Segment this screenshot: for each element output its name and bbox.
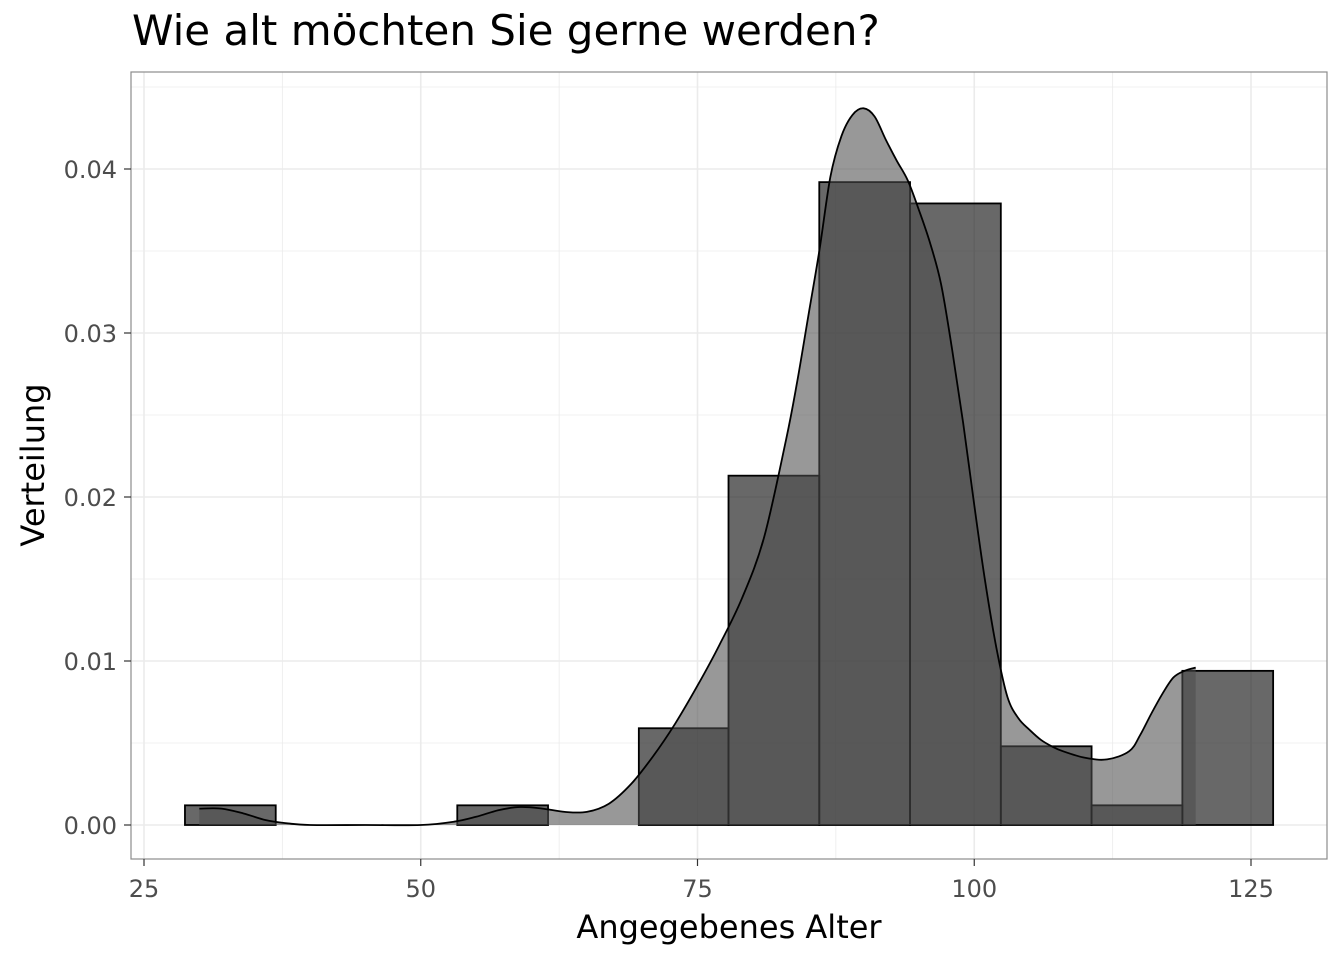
x-tick-label: 75 [682, 875, 713, 903]
plot-panel-border [130, 71, 1328, 860]
x-axis-title: Angegebenes Alter [576, 908, 882, 946]
x-tick-label: 50 [405, 875, 436, 903]
y-tick-label: 0.01 [64, 648, 117, 676]
y-tick-label: 0.02 [64, 484, 117, 512]
grid-lines [131, 72, 1327, 859]
x-tick-label: 25 [129, 875, 160, 903]
y-tick-label: 0.04 [64, 156, 117, 184]
y-axis-title: Verteilung [14, 383, 52, 546]
chart-title: Wie alt möchten Sie gerne werden? [132, 6, 880, 55]
density-layer [199, 107, 1196, 827]
density-curve [199, 107, 1196, 827]
axis-ticks: 25 50 75 100 125 0.00 0.01 0.02 0.03 0.04 [64, 156, 1274, 903]
density-area [199, 108, 1196, 826]
y-tick-label: 0.03 [64, 320, 117, 348]
y-tick-label: 0.00 [64, 812, 117, 840]
x-tick-label: 125 [1228, 875, 1274, 903]
histogram-bar [1181, 669, 1275, 826]
x-tick-label: 100 [951, 875, 997, 903]
